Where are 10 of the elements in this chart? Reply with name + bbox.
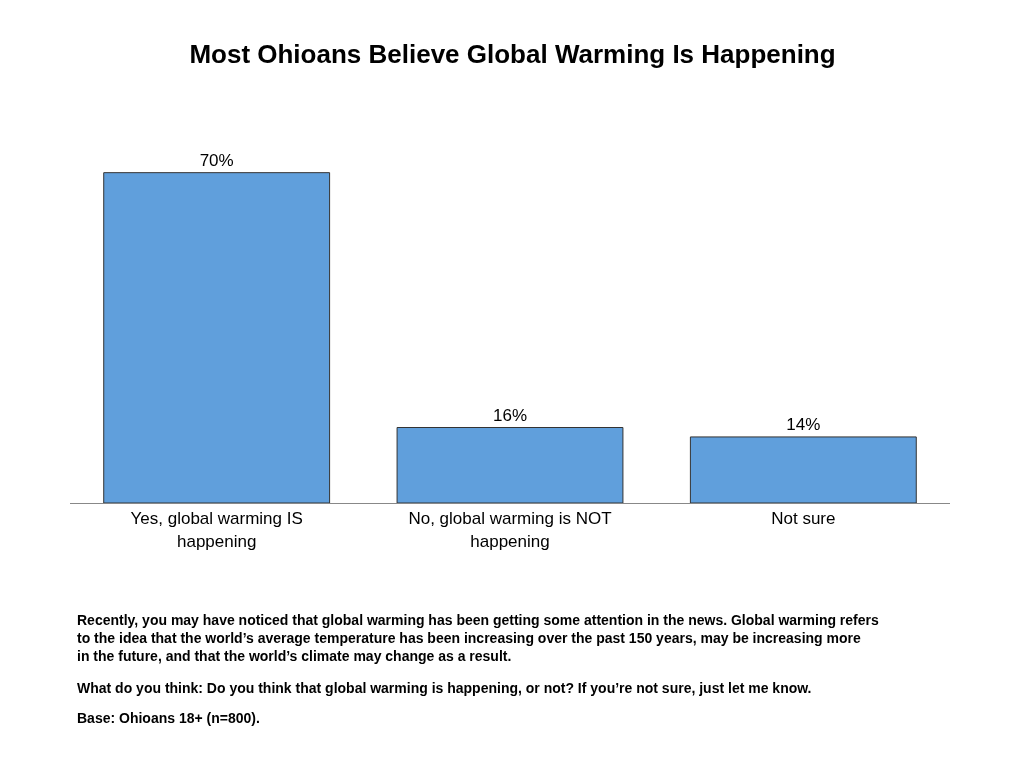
text: Base: Ohioans 18+ (n=800). bbox=[77, 710, 260, 726]
chart-title: Most Ohioans Believe Global Warming Is Happening bbox=[189, 39, 836, 70]
x-tick-label: Not sure bbox=[771, 509, 836, 529]
data-label: 70% bbox=[199, 150, 234, 170]
data-label: 14% bbox=[786, 414, 821, 434]
text: Recently, you may have noticed that global warming has been getting some attention in the news. Global warming refers to the idea that the world’s average temperature has been increasing over the past 150 years, may be increasing more in the future, and that the world’s climate may change as a result. bbox=[77, 612, 879, 665]
x-tick-label: No, global warming is NOT happening bbox=[408, 509, 612, 551]
data-label: 16% bbox=[492, 405, 528, 425]
x-tick-label: Yes, global warming IS happening bbox=[130, 509, 303, 551]
text: What do you think: Do you think that global warming is happening, or not? If you’re not sure, just let me know. bbox=[77, 680, 812, 696]
